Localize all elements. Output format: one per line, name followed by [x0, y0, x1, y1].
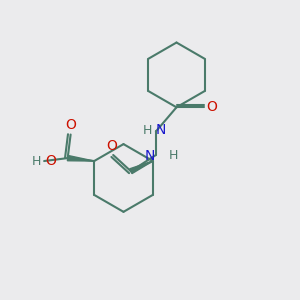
Text: N: N — [156, 123, 166, 137]
Text: H: H — [169, 149, 178, 162]
Text: O: O — [46, 154, 56, 168]
Polygon shape — [68, 155, 94, 161]
Polygon shape — [130, 161, 153, 174]
Text: O: O — [206, 100, 218, 114]
Text: H: H — [32, 154, 41, 167]
Text: O: O — [106, 139, 118, 153]
Text: O: O — [65, 118, 76, 132]
Text: N: N — [145, 148, 155, 163]
Text: H: H — [143, 124, 152, 137]
